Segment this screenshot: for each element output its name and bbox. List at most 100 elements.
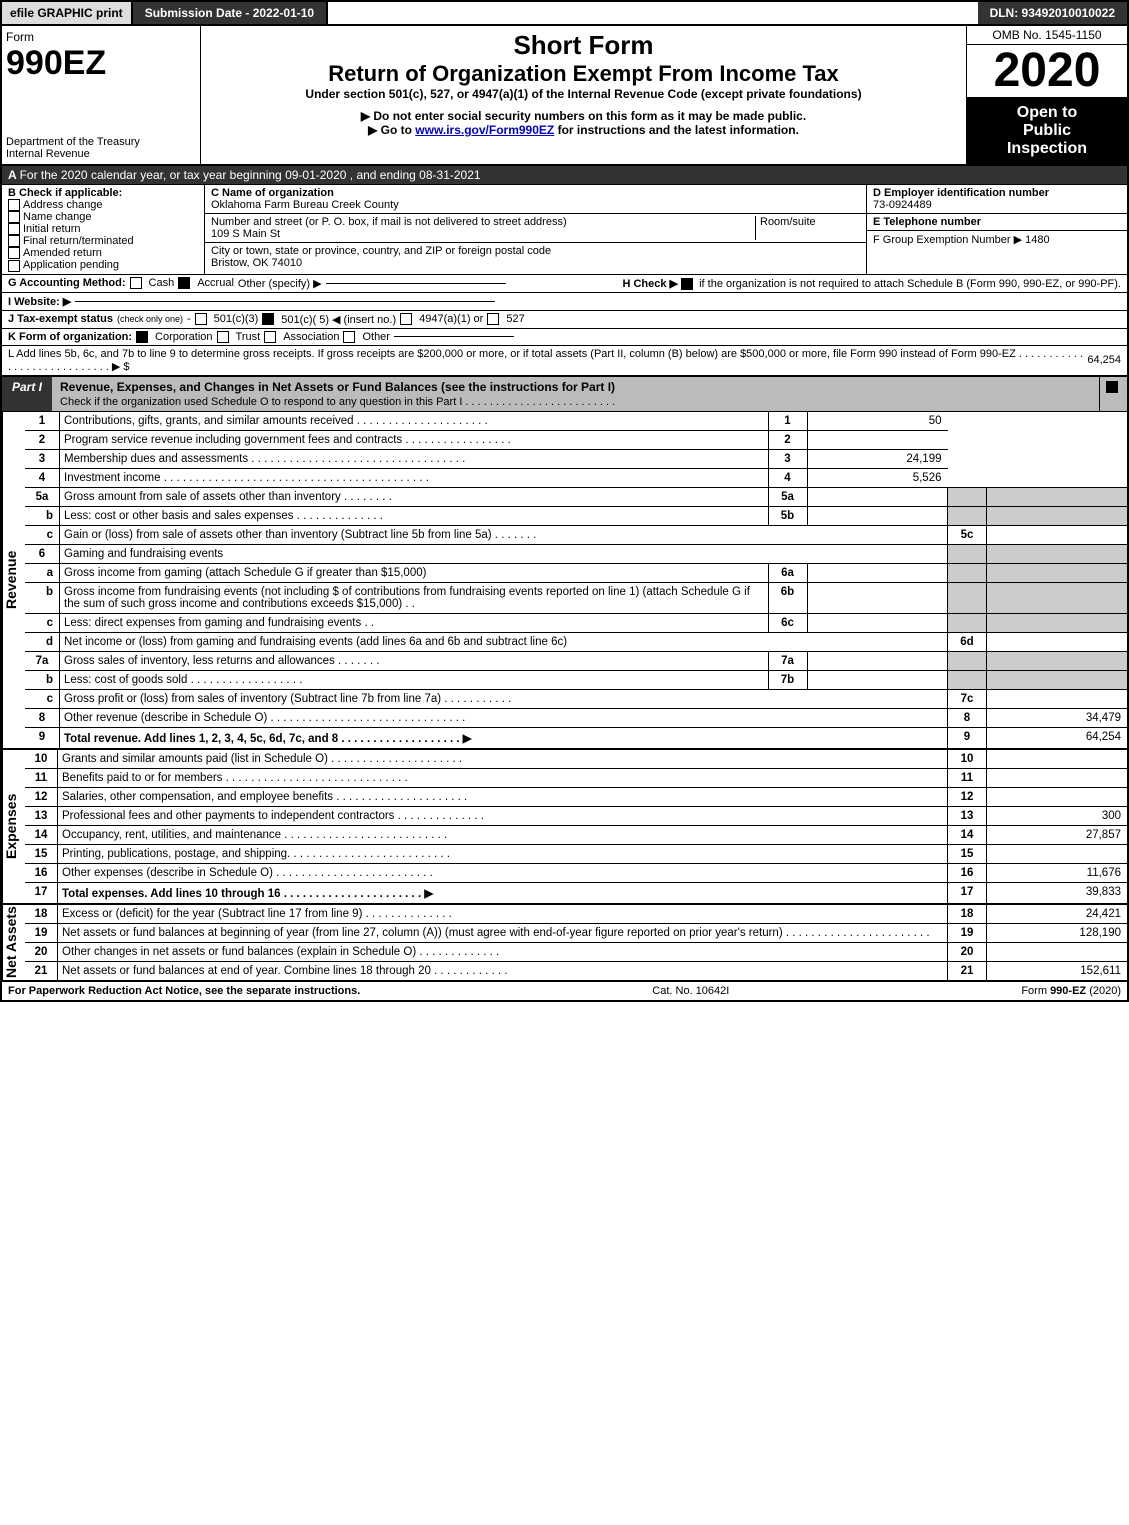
row-i-website: I Website: ▶: [2, 293, 1127, 311]
form-header: Form 990EZ Department of the Treasury In…: [2, 26, 1127, 166]
cb-corp[interactable]: [136, 331, 148, 343]
line-10: Grants and similar amounts paid (list in…: [58, 750, 948, 769]
line-16: Other expenses (describe in Schedule O) …: [58, 863, 948, 882]
line-16-value: 11,676: [987, 863, 1128, 882]
cb-amended[interactable]: [8, 247, 20, 259]
irs-link[interactable]: www.irs.gov/Form990EZ: [415, 123, 554, 137]
row-g-accounting: G Accounting Method: Cash Accrual Other …: [2, 275, 1127, 293]
line-17: Total expenses. Add lines 10 through 16 …: [58, 882, 948, 903]
line-5a: Gross amount from sale of assets other t…: [60, 487, 769, 506]
revenue-section: Revenue 1Contributions, gifts, grants, a…: [2, 412, 1127, 750]
ein-value: 73-0924489: [873, 199, 932, 211]
form-word: Form: [6, 30, 34, 44]
ssn-note: ▶ Do not enter social security numbers o…: [205, 109, 962, 123]
tax-year: 2020: [967, 45, 1127, 98]
line-6b: Gross income from fundraising events (no…: [60, 582, 769, 613]
entity-block: B Check if applicable: Address change Na…: [2, 185, 1127, 275]
gross-receipts-total: 64,254: [1087, 354, 1121, 366]
cb-trust[interactable]: [217, 331, 229, 343]
ein-label: D Employer identification number: [873, 187, 1049, 199]
checkbox-column: B Check if applicable: Address change Na…: [2, 185, 205, 274]
line-7b: Less: cost of goods sold . . . . . . . .…: [60, 670, 769, 689]
part-1-check-text: Check if the organization used Schedule …: [60, 396, 615, 408]
footer-right: Form 990-EZ (2020): [1021, 985, 1121, 997]
cb-assoc[interactable]: [264, 331, 276, 343]
expenses-section: Expenses 10Grants and similar amounts pa…: [2, 750, 1127, 905]
cb-schedule-o[interactable]: [1106, 381, 1118, 393]
page-footer: For Paperwork Reduction Act Notice, see …: [2, 980, 1127, 1000]
line-9: Total revenue. Add lines 1, 2, 3, 4, 5c,…: [60, 727, 948, 748]
cb-address-change[interactable]: [8, 199, 20, 211]
phone-label: E Telephone number: [873, 216, 981, 228]
line-1: Contributions, gifts, grants, and simila…: [60, 412, 769, 431]
return-title: Return of Organization Exempt From Incom…: [205, 61, 962, 87]
group-exemption: F Group Exemption Number ▶ 1480: [873, 234, 1050, 246]
line-6a: Gross income from gaming (attach Schedul…: [60, 563, 769, 582]
cb-app-pending[interactable]: [8, 260, 20, 272]
line-7a: Gross sales of inventory, less returns a…: [60, 651, 769, 670]
footer-catno: Cat. No. 10642I: [652, 985, 729, 997]
cb-schedule-b-not-required[interactable]: [681, 278, 693, 290]
street-address: 109 S Main St: [211, 228, 280, 240]
h-text: if the organization is not required to a…: [699, 278, 1121, 290]
cb-final-return[interactable]: [8, 235, 20, 247]
room-label: Room/suite: [760, 216, 816, 228]
cb-initial-return[interactable]: [8, 223, 20, 235]
goto-note: ▶ Go to www.irs.gov/Form990EZ for instru…: [205, 123, 962, 137]
row-j-tax-status: J Tax-exempt status (check only one) - 5…: [2, 311, 1127, 329]
row-l: L Add lines 5b, 6c, and 7b to line 9 to …: [2, 346, 1127, 377]
part-1-title: Revenue, Expenses, and Changes in Net As…: [60, 380, 615, 394]
netassets-vert-label: Net Assets: [2, 905, 25, 980]
line-5c: Gain or (loss) from sale of assets other…: [60, 525, 948, 544]
part-1-label: Part I: [2, 377, 52, 411]
cb-501c[interactable]: [262, 313, 274, 325]
org-name: Oklahoma Farm Bureau Creek County: [211, 199, 399, 211]
line-11: Benefits paid to or for members . . . . …: [58, 768, 948, 787]
line-19: Net assets or fund balances at beginning…: [58, 923, 948, 942]
goto-prefix: ▶ Go to: [368, 123, 415, 137]
cb-4947[interactable]: [400, 313, 412, 325]
section-subtitle: Under section 501(c), 527, or 4947(a)(1)…: [205, 87, 962, 101]
line-13: Professional fees and other payments to …: [58, 806, 948, 825]
short-form-title: Short Form: [205, 30, 962, 61]
b-label: B Check if applicable:: [8, 187, 122, 199]
line-3-value: 24,199: [807, 449, 948, 468]
form-number: 990EZ: [6, 44, 106, 82]
c-name-label: C Name of organization: [211, 187, 334, 199]
cb-name-change[interactable]: [8, 211, 20, 223]
city-state-zip: Bristow, OK 74010: [211, 257, 302, 269]
line-21-value: 152,611: [987, 961, 1128, 980]
cb-other-org[interactable]: [343, 331, 355, 343]
line-21: Net assets or fund balances at end of ye…: [58, 961, 948, 980]
expenses-vert-label: Expenses: [2, 750, 25, 903]
efile-label: efile GRAPHIC print: [2, 2, 133, 24]
line-18-value: 24,421: [987, 905, 1128, 924]
top-bar: efile GRAPHIC print Submission Date - 20…: [2, 2, 1127, 26]
line-2: Program service revenue including govern…: [60, 430, 769, 449]
dln-label: DLN: 93492010010022: [978, 2, 1127, 24]
cb-cash[interactable]: [130, 277, 142, 289]
cb-527[interactable]: [487, 313, 499, 325]
footer-left: For Paperwork Reduction Act Notice, see …: [8, 985, 360, 997]
h-label: H Check ▶: [622, 278, 678, 290]
row-a-period: A For the 2020 calendar year, or tax yea…: [2, 166, 1127, 185]
cb-accrual[interactable]: [178, 277, 190, 289]
line-17-value: 39,833: [987, 882, 1128, 903]
line-12: Salaries, other compensation, and employ…: [58, 787, 948, 806]
open-public-inspection: Open to Public Inspection: [967, 98, 1127, 164]
dept-treasury: Department of the Treasury: [6, 136, 140, 148]
line-6d: Net income or (loss) from gaming and fun…: [60, 632, 948, 651]
part-1-header: Part I Revenue, Expenses, and Changes in…: [2, 377, 1127, 412]
line-8: Other revenue (describe in Schedule O) .…: [60, 708, 948, 727]
submission-date: Submission Date - 2022-01-10: [133, 2, 328, 24]
cb-501c3[interactable]: [195, 313, 207, 325]
net-assets-section: Net Assets 18Excess or (deficit) for the…: [2, 905, 1127, 980]
line-5b: Less: cost or other basis and sales expe…: [60, 506, 769, 525]
line-1-value: 50: [807, 412, 948, 431]
line-18: Excess or (deficit) for the year (Subtra…: [58, 905, 948, 924]
line-15: Printing, publications, postage, and shi…: [58, 844, 948, 863]
line-14-value: 27,857: [987, 825, 1128, 844]
line-4: Investment income . . . . . . . . . . . …: [60, 468, 769, 487]
line-20: Other changes in net assets or fund bala…: [58, 942, 948, 961]
line-19-value: 128,190: [987, 923, 1128, 942]
